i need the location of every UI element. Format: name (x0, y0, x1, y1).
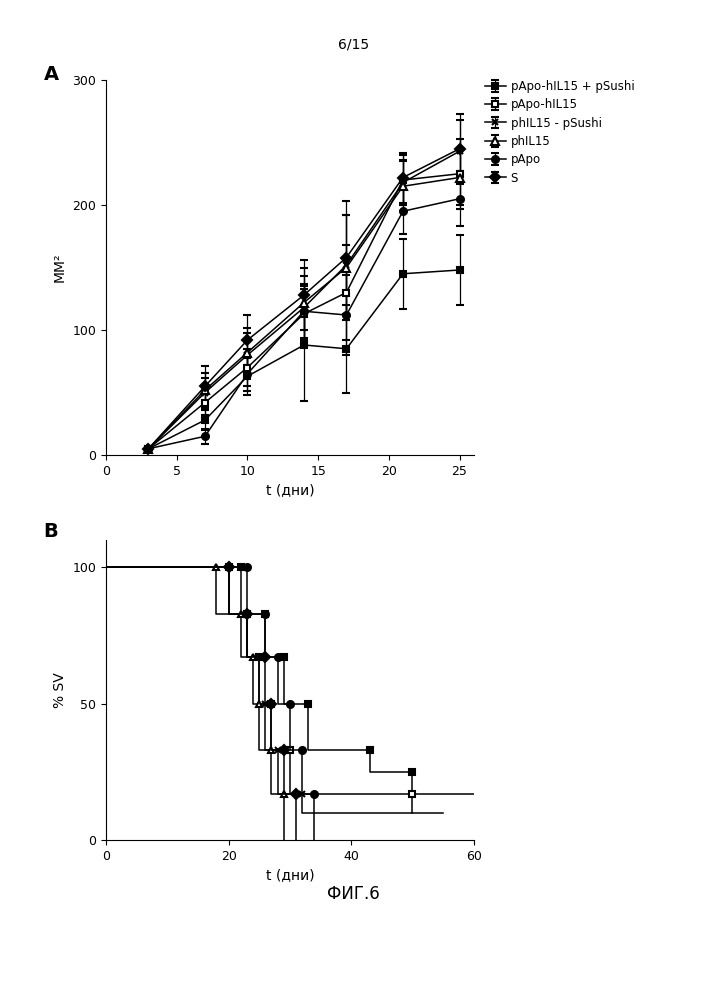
Legend: pApo-hIL15 + pSushi, pApo-hIL15, phIL15 - pSushi, phIL15, pApo, S: pApo-hIL15 + pSushi, pApo-hIL15, phIL15 … (485, 80, 634, 185)
Y-axis label: MM²: MM² (53, 253, 67, 282)
Text: 6/15: 6/15 (338, 38, 369, 52)
X-axis label: t (дни): t (дни) (266, 868, 314, 882)
X-axis label: t (дни): t (дни) (266, 483, 314, 497)
Text: A: A (44, 65, 59, 84)
Text: ФИГ.6: ФИГ.6 (327, 885, 380, 903)
Text: B: B (44, 522, 58, 541)
Y-axis label: % SV: % SV (53, 672, 67, 708)
